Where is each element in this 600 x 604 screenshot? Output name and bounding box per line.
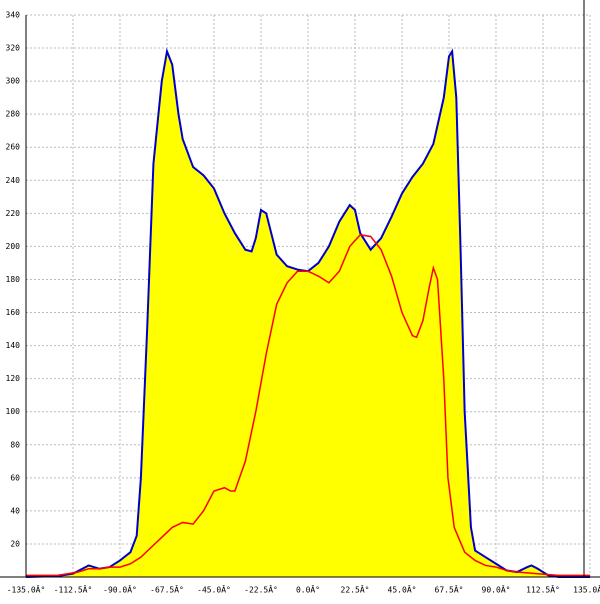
y-tick-label: 60 bbox=[10, 473, 20, 482]
y-tick-label: 320 bbox=[6, 44, 21, 53]
x-tick-label: -112.5Â° bbox=[54, 584, 93, 595]
x-tick-label: -135.0Â° bbox=[7, 584, 46, 595]
y-tick-label: 100 bbox=[6, 407, 21, 416]
y-tick-label: 40 bbox=[10, 506, 20, 515]
y-tick-label: 220 bbox=[6, 209, 21, 218]
y-tick-label: 120 bbox=[6, 374, 21, 383]
x-tick-label: 135.0Â° bbox=[573, 584, 600, 595]
x-tick-label: 45.0Â° bbox=[388, 584, 417, 595]
line bbox=[26, 234, 590, 577]
y-tick-label: 180 bbox=[6, 275, 21, 284]
y-tick-label: 80 bbox=[10, 440, 20, 449]
x-tick-label: 112.5Â° bbox=[526, 584, 560, 595]
y-tick-label: 140 bbox=[6, 341, 21, 350]
x-tick-label: -45.0Â° bbox=[197, 584, 231, 595]
y-tick-label: 340 bbox=[6, 11, 21, 20]
y-tick-label: 300 bbox=[6, 77, 21, 86]
y-tick-label: 280 bbox=[6, 110, 21, 119]
x-tick-label: 22.5Â° bbox=[341, 584, 370, 595]
y-tick-label: 240 bbox=[6, 176, 21, 185]
y-tick-label: 200 bbox=[6, 242, 21, 251]
x-tick-label: -90.0Â° bbox=[103, 584, 137, 595]
x-tick-label: 0.0Â° bbox=[296, 584, 320, 595]
y-tick-label: 20 bbox=[10, 539, 20, 548]
x-tick-label: -67.5Â° bbox=[150, 584, 184, 595]
y-tick-label: 160 bbox=[6, 308, 21, 317]
x-tick-label: 67.5Â° bbox=[435, 584, 464, 595]
x-tick-label: -22.5Â° bbox=[244, 584, 278, 595]
x-tick-label: 90.0Â° bbox=[482, 584, 511, 595]
area bbox=[26, 51, 590, 578]
y-tick-label: 260 bbox=[6, 143, 21, 152]
